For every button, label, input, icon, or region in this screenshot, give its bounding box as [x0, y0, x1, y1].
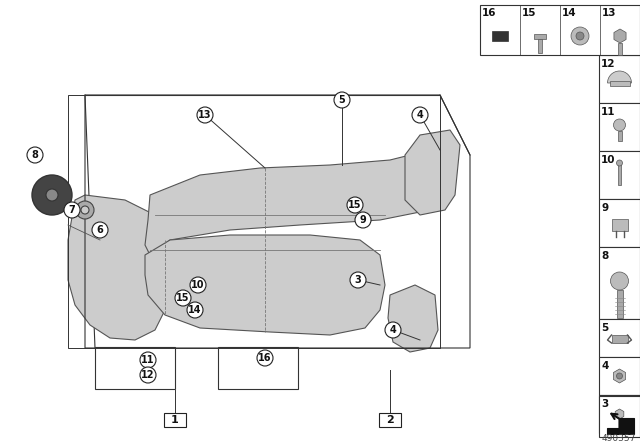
- Bar: [618, 131, 621, 141]
- Text: 15: 15: [176, 293, 189, 303]
- Polygon shape: [405, 130, 460, 215]
- Circle shape: [616, 160, 623, 166]
- Text: 13: 13: [198, 110, 212, 120]
- Text: 10: 10: [191, 280, 205, 290]
- Bar: [599, 357, 640, 395]
- Circle shape: [76, 201, 94, 219]
- Circle shape: [190, 277, 206, 293]
- Bar: [611, 219, 627, 231]
- Text: 13: 13: [602, 8, 616, 18]
- Polygon shape: [615, 409, 624, 419]
- Bar: [492, 31, 508, 41]
- Wedge shape: [607, 71, 632, 83]
- Circle shape: [197, 107, 213, 123]
- Text: 5: 5: [601, 323, 608, 333]
- Text: 3: 3: [355, 275, 362, 285]
- Bar: [480, 5, 640, 55]
- Circle shape: [81, 206, 89, 214]
- Text: 8: 8: [601, 251, 608, 261]
- Bar: [379, 413, 401, 427]
- Bar: [599, 396, 640, 437]
- Text: 14: 14: [562, 8, 577, 18]
- Circle shape: [611, 272, 628, 290]
- Circle shape: [92, 222, 108, 238]
- Text: 5: 5: [339, 95, 346, 105]
- Circle shape: [46, 189, 58, 201]
- Bar: [68, 95, 440, 348]
- Bar: [599, 199, 640, 247]
- Text: 14: 14: [188, 305, 202, 315]
- Text: 15: 15: [522, 8, 536, 18]
- Text: 6: 6: [97, 225, 104, 235]
- Circle shape: [334, 92, 350, 108]
- Bar: [534, 34, 546, 39]
- Text: 4: 4: [417, 110, 424, 120]
- Polygon shape: [68, 195, 170, 340]
- Text: 16: 16: [482, 8, 497, 18]
- Bar: [618, 163, 621, 185]
- Text: 10: 10: [601, 155, 616, 165]
- Circle shape: [175, 290, 191, 306]
- Circle shape: [614, 119, 625, 131]
- Polygon shape: [607, 418, 634, 434]
- Circle shape: [140, 367, 156, 383]
- Bar: [599, 247, 640, 319]
- Bar: [599, 319, 640, 357]
- Circle shape: [32, 175, 72, 215]
- Polygon shape: [614, 29, 626, 43]
- Text: 4: 4: [390, 325, 396, 335]
- Text: 2: 2: [386, 415, 394, 425]
- Text: 7: 7: [68, 205, 76, 215]
- Bar: [599, 55, 640, 103]
- Text: 3: 3: [601, 399, 608, 409]
- Bar: [611, 335, 627, 343]
- Circle shape: [257, 350, 273, 366]
- Bar: [95, 347, 175, 389]
- Bar: [538, 39, 542, 53]
- Circle shape: [412, 107, 428, 123]
- Circle shape: [350, 272, 366, 288]
- Polygon shape: [613, 369, 625, 383]
- Circle shape: [27, 147, 43, 163]
- Text: 12: 12: [601, 59, 616, 69]
- Bar: [599, 103, 640, 151]
- Circle shape: [355, 212, 371, 228]
- Circle shape: [385, 322, 401, 338]
- Circle shape: [616, 373, 623, 379]
- Text: 11: 11: [601, 107, 616, 117]
- Text: 15: 15: [348, 200, 362, 210]
- Text: 12: 12: [141, 370, 155, 380]
- Polygon shape: [388, 285, 438, 352]
- Bar: [164, 413, 186, 427]
- Circle shape: [576, 32, 584, 40]
- Text: 490357: 490357: [602, 434, 636, 443]
- Bar: [218, 347, 298, 389]
- Circle shape: [187, 302, 203, 318]
- Circle shape: [64, 202, 80, 218]
- Text: 8: 8: [31, 150, 38, 160]
- Bar: [618, 419, 621, 429]
- Bar: [599, 395, 640, 433]
- Text: 9: 9: [360, 215, 366, 225]
- Circle shape: [571, 27, 589, 45]
- Circle shape: [140, 352, 156, 368]
- Polygon shape: [145, 235, 385, 335]
- Bar: [599, 151, 640, 199]
- Text: 16: 16: [259, 353, 272, 363]
- Text: 9: 9: [601, 203, 608, 213]
- Text: 4: 4: [601, 361, 609, 371]
- Bar: [616, 290, 623, 318]
- Text: 1: 1: [171, 415, 179, 425]
- Circle shape: [347, 197, 363, 213]
- Bar: [609, 81, 630, 86]
- Bar: [618, 43, 622, 55]
- Text: 11: 11: [141, 355, 155, 365]
- Polygon shape: [145, 150, 440, 255]
